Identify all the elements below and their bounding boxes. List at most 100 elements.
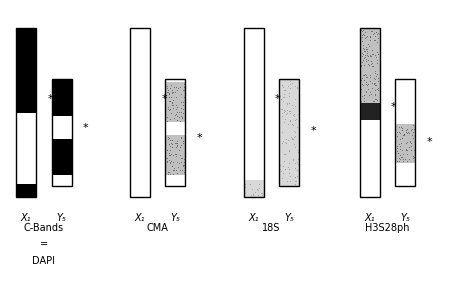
Point xyxy=(293,85,301,90)
Point xyxy=(164,107,171,111)
Point xyxy=(253,186,261,191)
Point xyxy=(365,87,372,91)
Point xyxy=(357,28,365,32)
Point xyxy=(290,129,297,133)
Point xyxy=(164,169,172,174)
Point xyxy=(173,105,181,110)
Point xyxy=(365,44,373,49)
Point xyxy=(366,75,374,79)
Point xyxy=(286,94,293,98)
Point xyxy=(250,193,257,197)
Point xyxy=(366,89,374,94)
Point xyxy=(402,141,410,146)
Point xyxy=(286,174,294,179)
Point xyxy=(291,175,299,179)
Point xyxy=(170,168,178,172)
Point xyxy=(286,81,293,86)
Point xyxy=(282,109,289,113)
Point xyxy=(357,99,365,103)
Point xyxy=(166,98,173,103)
Bar xyxy=(16,28,36,113)
Point xyxy=(365,58,372,63)
Point xyxy=(364,75,371,80)
Point xyxy=(165,142,173,147)
Point xyxy=(279,94,286,99)
Point xyxy=(173,110,181,114)
Text: *: * xyxy=(197,133,202,143)
Point xyxy=(403,148,411,152)
Text: 18S: 18S xyxy=(262,223,280,233)
Point xyxy=(165,158,173,163)
Point xyxy=(246,182,254,186)
Point xyxy=(372,92,379,97)
Point xyxy=(369,31,376,36)
Point xyxy=(173,85,180,89)
Point xyxy=(403,152,411,157)
Point xyxy=(289,137,296,142)
Point xyxy=(163,147,171,152)
Point xyxy=(259,191,266,195)
Point xyxy=(374,76,382,81)
Point xyxy=(289,137,297,142)
Point xyxy=(396,131,404,136)
Point xyxy=(357,78,365,82)
Point xyxy=(396,157,403,162)
Point xyxy=(368,52,376,56)
Point xyxy=(178,106,185,111)
Point xyxy=(164,89,171,94)
Point xyxy=(368,61,375,65)
Point xyxy=(363,79,370,84)
Point xyxy=(288,122,295,126)
Point xyxy=(276,94,284,98)
Text: *: * xyxy=(161,94,167,104)
Text: DAPI: DAPI xyxy=(32,257,55,266)
Point xyxy=(398,128,406,132)
Point xyxy=(364,54,372,58)
Point xyxy=(280,88,288,92)
Point xyxy=(167,110,175,115)
Point xyxy=(361,36,368,40)
Point xyxy=(363,90,370,94)
Point xyxy=(170,85,178,90)
Point xyxy=(283,102,291,106)
Point xyxy=(401,132,408,136)
Bar xyxy=(360,103,380,120)
Point xyxy=(410,127,418,131)
Bar xyxy=(165,79,185,82)
Point xyxy=(176,118,183,123)
Point xyxy=(164,118,171,123)
Point xyxy=(403,127,411,131)
Point xyxy=(286,85,294,90)
Point xyxy=(294,149,301,154)
Point xyxy=(278,111,286,116)
Point xyxy=(400,159,407,164)
Point xyxy=(406,131,413,135)
Point xyxy=(286,119,294,123)
Point xyxy=(255,186,263,190)
Point xyxy=(370,80,377,85)
Point xyxy=(372,74,379,79)
Point xyxy=(177,100,184,105)
Point xyxy=(255,193,262,197)
Point xyxy=(374,79,382,83)
Point xyxy=(357,64,365,68)
Point xyxy=(360,32,368,37)
Text: *: * xyxy=(275,94,281,104)
Point xyxy=(371,82,379,87)
Point xyxy=(291,182,299,186)
Point xyxy=(365,62,373,67)
Point xyxy=(175,161,182,166)
Point xyxy=(178,160,185,165)
Point xyxy=(291,118,299,122)
Point xyxy=(177,143,185,147)
Point xyxy=(374,61,381,65)
Point xyxy=(168,142,175,147)
Point xyxy=(166,160,174,165)
Point xyxy=(359,46,367,50)
Point xyxy=(370,51,377,56)
Point xyxy=(362,89,370,94)
Point xyxy=(373,98,381,102)
Point xyxy=(373,40,381,45)
Point xyxy=(174,165,182,169)
Point xyxy=(407,139,414,143)
